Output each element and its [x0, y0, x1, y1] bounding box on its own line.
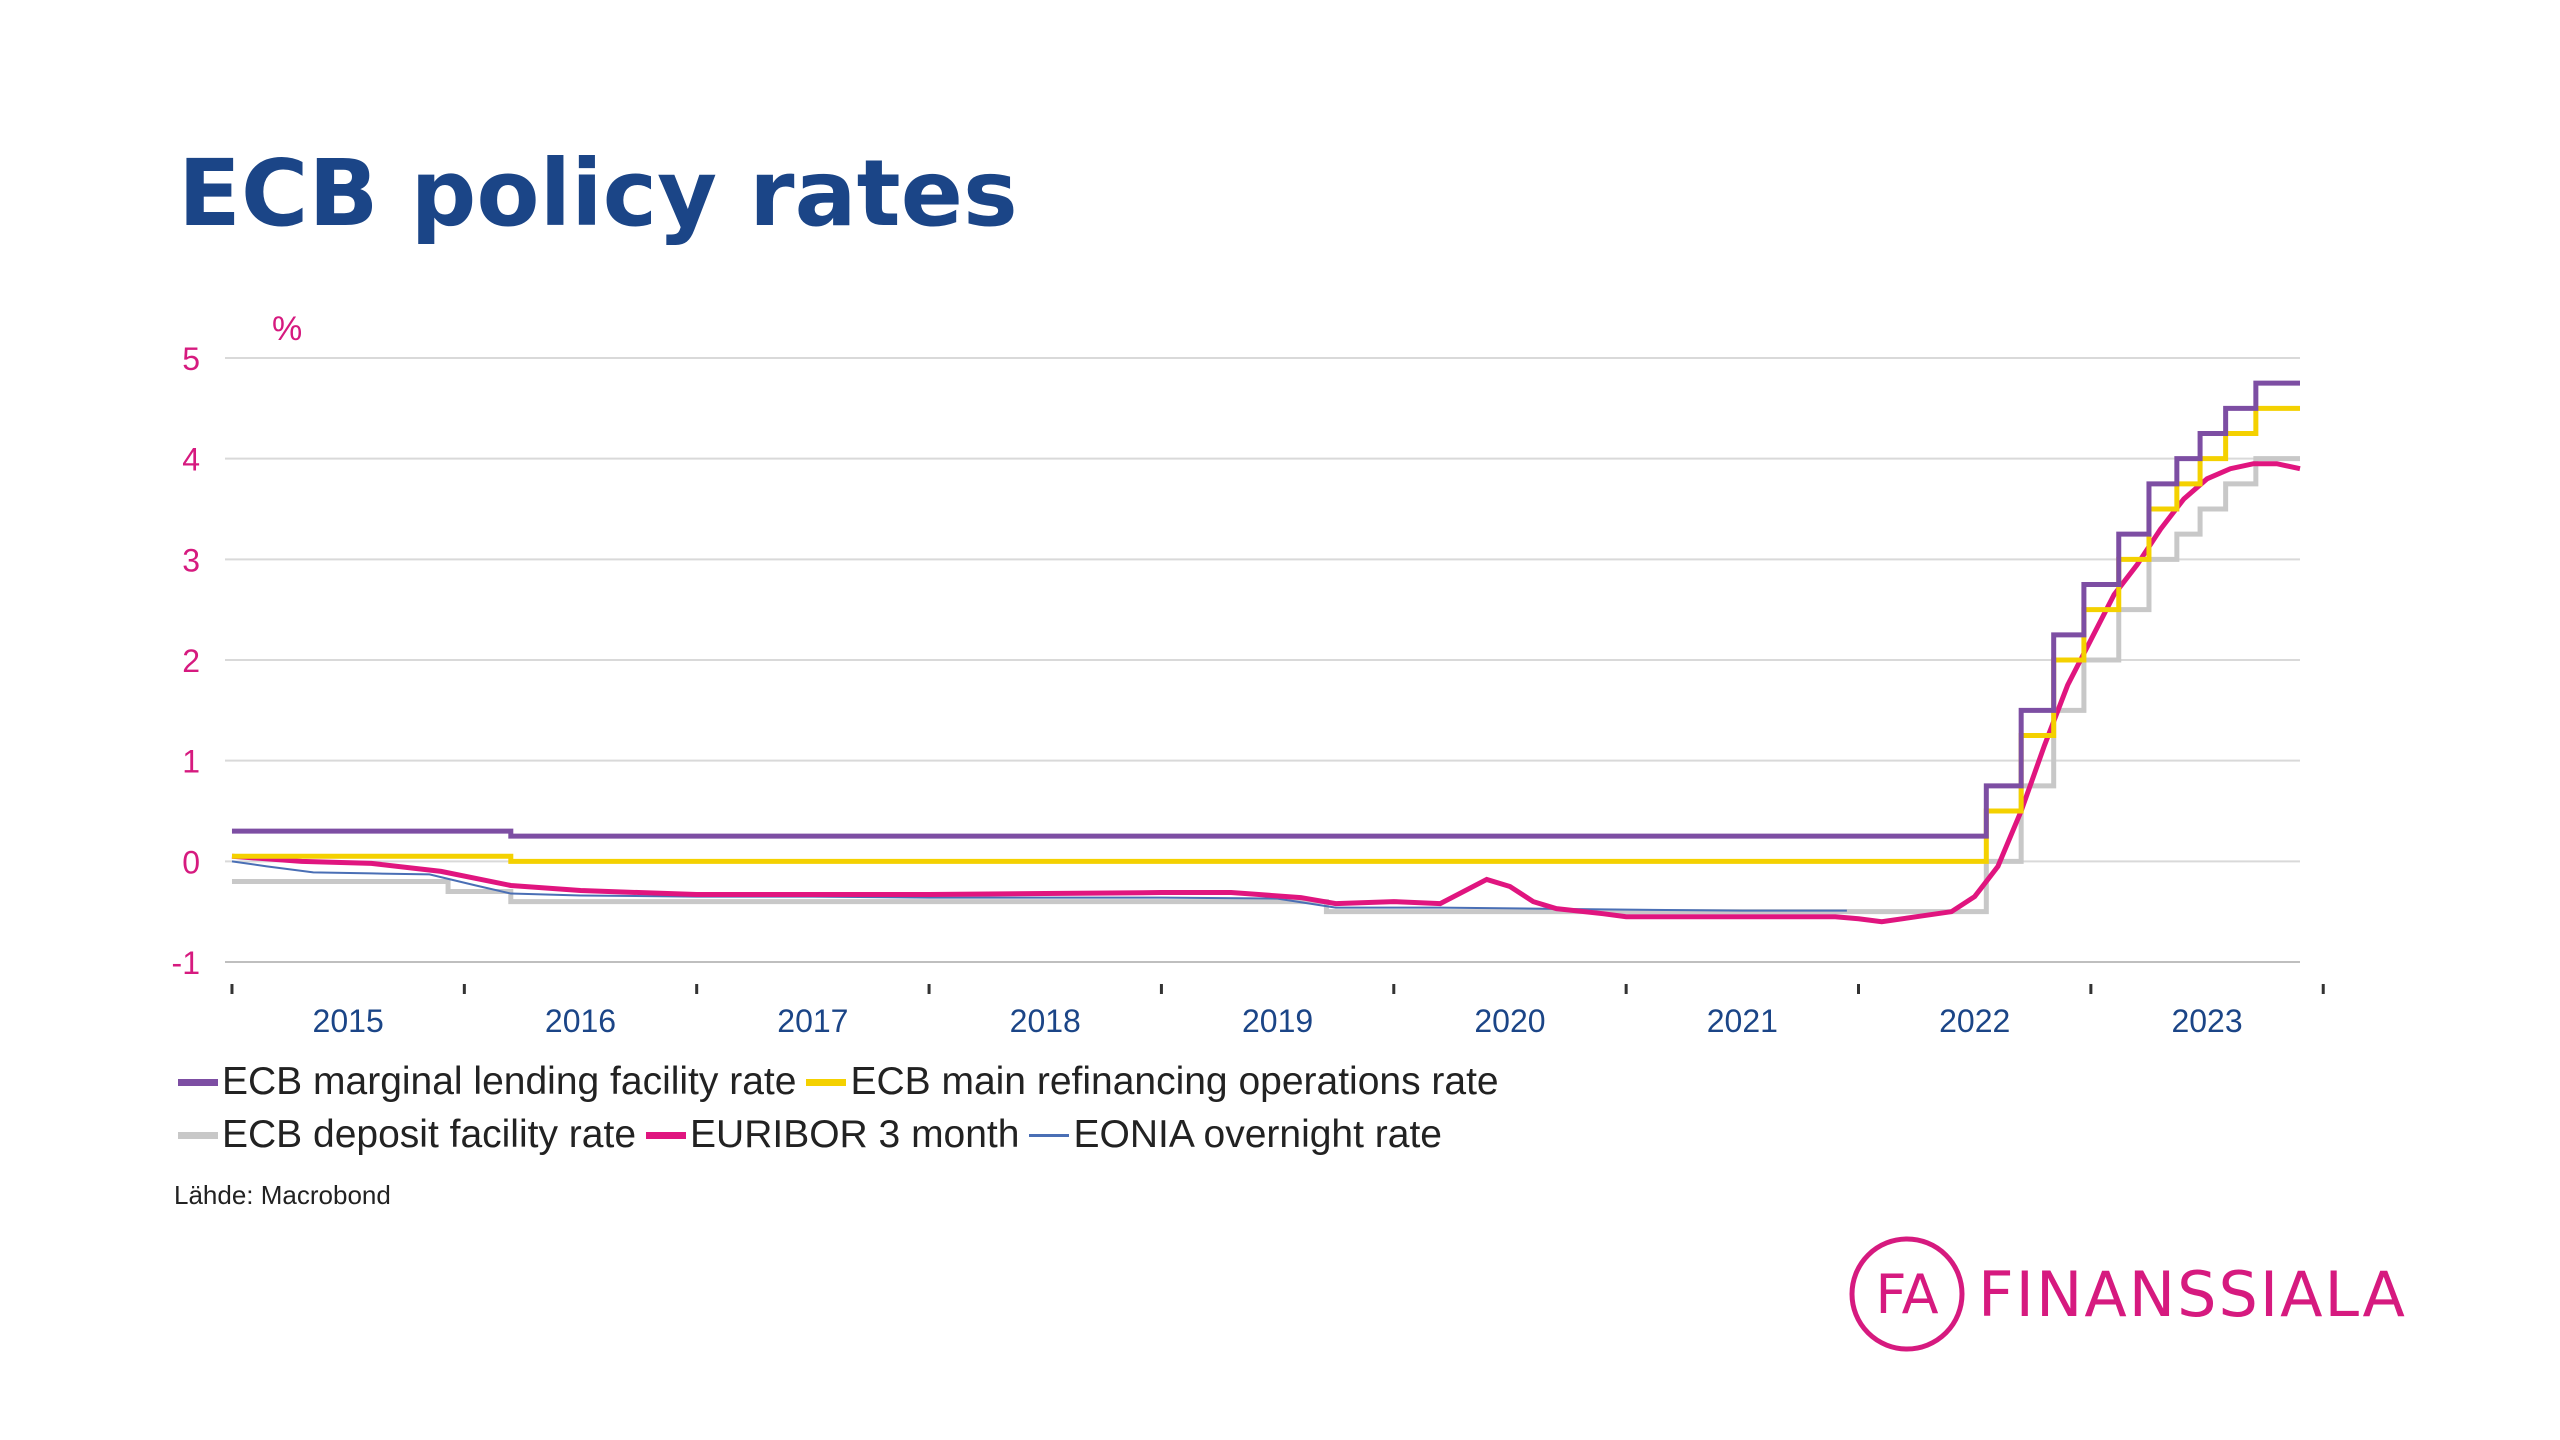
x-tick-label: 2022 — [1939, 1003, 2010, 1039]
x-tick-label: 2019 — [1242, 1003, 1313, 1039]
series-layer — [231, 380, 2301, 925]
legend-item-euribor: EURIBOR 3 month — [646, 1113, 1019, 1157]
fa-logo-icon: FA — [1849, 1236, 1965, 1352]
series-line-euribor-3-month — [231, 461, 2301, 925]
y-tick-label: 1 — [182, 744, 200, 780]
y-tick-label: 3 — [182, 542, 200, 578]
y-tick-label: 2 — [182, 643, 200, 679]
x-tick-label: 2018 — [1010, 1003, 1081, 1039]
series-line-ecb-deposit-facility-rate — [231, 456, 2300, 915]
x-tick-label: 2017 — [777, 1003, 848, 1039]
logo-wordmark: FINANSSIALA — [1978, 1257, 2407, 1331]
legend-label-marginal-lending: ECB marginal lending facility rate — [222, 1060, 797, 1103]
legend-row-1: ECB marginal lending facility rate ECB m… — [178, 1060, 1509, 1104]
legend-label-eonia: EONIA overnight rate — [1073, 1113, 1442, 1156]
source-note: Lähde: Macrobond — [174, 1180, 391, 1210]
y-tick-label: -1 — [172, 945, 200, 981]
legend-label-euribor: EURIBOR 3 month — [690, 1113, 1020, 1156]
x-tick-label: 2021 — [1707, 1003, 1778, 1039]
legend-label-deposit-facility: ECB deposit facility rate — [222, 1113, 637, 1156]
axis-layer: -1 0 1 2 3 4 5 2015 2016 2017 2018 2019 2020 2021 2022… — [172, 341, 2325, 1039]
legend-item-deposit-facility: ECB deposit facility rate — [178, 1113, 636, 1157]
legend-item-marginal-lending: ECB marginal lending facility rate — [178, 1060, 796, 1104]
series-line-ecb-marginal-lending-facility-rate — [231, 380, 2300, 839]
legend-row-2: ECB deposit facility rate EURIBOR 3 mont… — [178, 1113, 1452, 1157]
x-tick-label: 2015 — [313, 1003, 384, 1039]
y-tick-label: 5 — [182, 341, 200, 377]
series-line-ecb-main-refinancing-operations-rate — [231, 405, 2300, 864]
x-tick-label: 2020 — [1474, 1003, 1545, 1039]
legend-label-main-refinancing: ECB main refinancing operations rate — [850, 1060, 1499, 1103]
x-tick-label: 2016 — [545, 1003, 616, 1039]
page-title: ECB policy rates — [178, 140, 1018, 247]
series-line-eonia-overnight-rate — [231, 860, 1847, 912]
y-tick-label: 4 — [182, 442, 200, 478]
y-tick-label: 0 — [182, 844, 200, 880]
legend-swatch-deposit-facility — [178, 1131, 218, 1139]
y-axis-unit-label: % — [272, 310, 302, 348]
legend-swatch-euribor — [646, 1131, 687, 1139]
legend-item-eonia: EONIA overnight rate — [1029, 1113, 1442, 1157]
x-tick-label: 2023 — [2171, 1003, 2242, 1039]
line-chart: % -1 0 1 2 3 4 5 2015 2016 2017 2018 2019 2020 2021 20… — [172, 310, 2325, 1039]
legend-swatch-marginal-lending — [178, 1078, 218, 1086]
logo-mark-text: FA — [1875, 1263, 1938, 1326]
legend-swatch-main-refinancing — [806, 1078, 847, 1086]
legend-item-main-refinancing: ECB main refinancing operations rate — [806, 1060, 1499, 1104]
finanssiala-logo: FA FINANSSIALA — [1848, 1235, 2407, 1353]
legend-swatch-eonia — [1029, 1133, 1070, 1137]
